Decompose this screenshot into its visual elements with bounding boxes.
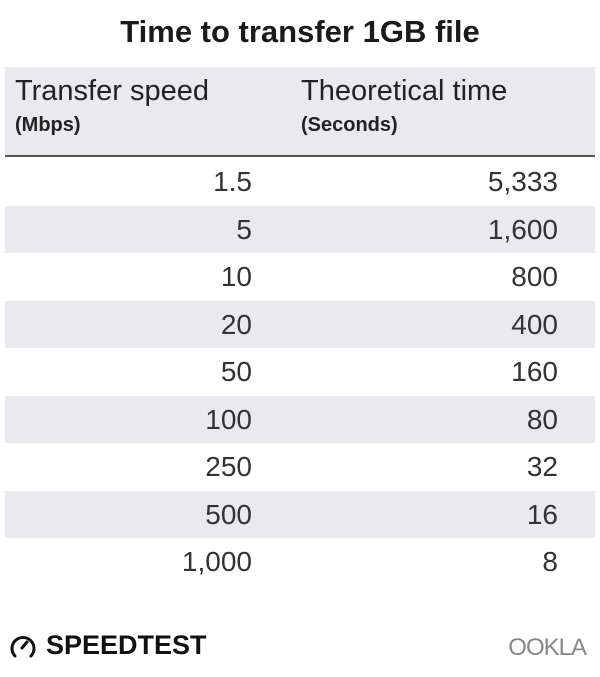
header-label: Transfer speed	[15, 75, 209, 107]
chart-title: Time to transfer 1GB file	[120, 14, 480, 49]
table-row: 1,000 8	[5, 538, 595, 586]
time-cell: 400	[511, 308, 558, 340]
table-row: 10 800	[5, 253, 595, 301]
table-row: 20 400	[5, 300, 595, 348]
speedtest-wordmark: SPEEDTEST	[46, 630, 207, 660]
transfer-table: Transfer speed (Mbps) Theoretical time (…	[5, 67, 595, 586]
speed-cell: 1.5	[213, 166, 252, 197]
speedtest-logo: SPEEDTEST	[8, 630, 207, 661]
header-unit: (Mbps)	[15, 114, 81, 136]
header-label: Theoretical time	[301, 75, 508, 107]
speedometer-icon	[10, 635, 36, 657]
time-cell: 32	[526, 451, 558, 482]
speed-cell: 50	[220, 356, 252, 387]
time-cell: 16	[526, 498, 558, 530]
speed-cell: 100	[205, 403, 252, 435]
table-row: 500 16	[5, 490, 595, 538]
table-row: 5 1,600	[5, 205, 595, 253]
time-cell: 800	[511, 261, 558, 292]
time-cell: 80	[526, 403, 558, 435]
header-theoretical-time: Theoretical time (Seconds)	[301, 75, 507, 137]
table-header: Transfer speed (Mbps) Theoretical time (…	[5, 67, 595, 157]
ookla-logo: OOKLA	[508, 634, 587, 661]
footer: SPEEDTEST OOKLA	[0, 628, 600, 668]
header-unit: (Seconds)	[301, 114, 398, 136]
speed-cell: 250	[205, 451, 252, 482]
time-cell: 5,333	[487, 166, 558, 197]
speed-cell: 5	[236, 213, 252, 245]
speed-cell: 500	[205, 498, 252, 530]
time-cell: 1,600	[487, 213, 558, 245]
table-row: 100 80	[5, 395, 595, 443]
time-cell: 160	[511, 356, 558, 387]
speed-cell: 10	[220, 261, 252, 292]
table-row: 1.5 5,333	[5, 158, 595, 206]
speed-cell: 20	[220, 308, 252, 340]
speed-cell: 1,000	[181, 546, 252, 577]
header-transfer-speed: Transfer speed (Mbps)	[15, 75, 209, 137]
table-row: 250 32	[5, 443, 595, 491]
table-row: 50 160	[5, 348, 595, 396]
time-cell: 8	[542, 546, 558, 577]
